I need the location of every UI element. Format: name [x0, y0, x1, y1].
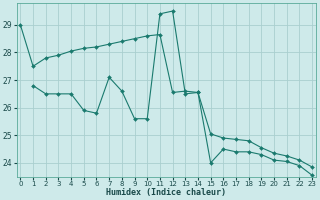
X-axis label: Humidex (Indice chaleur): Humidex (Indice chaleur) — [106, 188, 226, 197]
